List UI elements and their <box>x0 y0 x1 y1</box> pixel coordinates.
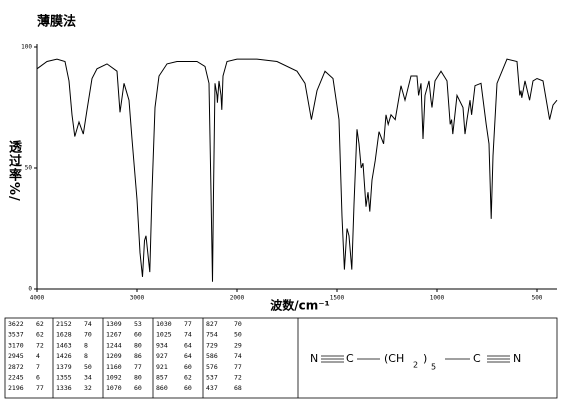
table-wavenumber: 3622 <box>8 320 24 328</box>
x-axis-label: 波数/cm⁻¹ <box>270 298 330 313</box>
table-transmittance: 86 <box>134 352 142 360</box>
table-wavenumber: 2945 <box>8 352 24 360</box>
table-wavenumber: 537 <box>206 374 218 382</box>
table-wavenumber: 1209 <box>106 352 122 360</box>
table-transmittance: 64 <box>184 352 192 360</box>
structure-part: C <box>346 352 354 365</box>
table-wavenumber: 1160 <box>106 363 122 371</box>
table-wavenumber: 1426 <box>56 352 72 360</box>
table-transmittance: 8 <box>84 341 88 349</box>
structure-part: 5 <box>431 363 436 372</box>
table-transmittance: 80 <box>134 341 142 349</box>
table-wavenumber: 1463 <box>56 341 72 349</box>
table-wavenumber: 3537 <box>8 331 24 339</box>
table-wavenumber: 1628 <box>56 331 72 339</box>
table-wavenumber: 2152 <box>56 320 72 328</box>
bonds <box>321 355 510 363</box>
table-transmittance: 29 <box>234 341 242 349</box>
y-tick-label: 100 <box>21 44 32 51</box>
table-wavenumber: 1092 <box>106 374 122 382</box>
table-transmittance: 6 <box>36 374 40 382</box>
structure-part: (CH <box>384 352 404 365</box>
table-transmittance: 62 <box>184 374 192 382</box>
table-wavenumber: 860 <box>156 384 168 392</box>
table-transmittance: 4 <box>36 352 40 360</box>
table-transmittance: 74 <box>234 352 242 360</box>
table-transmittance: 53 <box>134 320 142 328</box>
x-tick-label: 4000 <box>30 295 45 302</box>
table-wavenumber: 857 <box>156 374 168 382</box>
x-tick-label: 2000 <box>230 295 245 302</box>
table-wavenumber: 1355 <box>56 374 72 382</box>
structure-part: ) <box>423 352 427 365</box>
table-wavenumber: 1030 <box>156 320 172 328</box>
table-transmittance: 62 <box>36 331 44 339</box>
table-wavenumber: 437 <box>206 384 218 392</box>
spectrum-line <box>36 58 558 282</box>
structure-part: N <box>310 352 318 365</box>
structure-part: 2 <box>413 361 418 370</box>
table-transmittance: 60 <box>134 384 142 392</box>
table-wavenumber: 1309 <box>106 320 122 328</box>
structure-part: C <box>473 352 481 365</box>
table-wavenumber: 1379 <box>56 363 72 371</box>
table-transmittance: 74 <box>84 320 92 328</box>
table-wavenumber: 3170 <box>8 341 24 349</box>
chart-title: 薄膜法 <box>37 14 76 30</box>
table-transmittance: 60 <box>184 384 192 392</box>
table-transmittance: 77 <box>234 363 242 371</box>
structure-part: N <box>513 352 521 365</box>
table-wavenumber: 2196 <box>8 384 24 392</box>
table-transmittance: 60 <box>184 363 192 371</box>
x-tick-label: 500 <box>532 295 543 302</box>
x-tick-label: 1000 <box>430 295 445 302</box>
table-transmittance: 50 <box>234 331 242 339</box>
table-transmittance: 32 <box>84 384 92 392</box>
table-transmittance: 68 <box>234 384 242 392</box>
y-tick-label: 0 <box>28 286 32 293</box>
table-wavenumber: 1244 <box>106 341 122 349</box>
table-wavenumber: 2872 <box>8 363 24 371</box>
x-tick-label: 1500 <box>330 295 345 302</box>
table-wavenumber: 934 <box>156 341 168 349</box>
table-wavenumber: 729 <box>206 341 218 349</box>
table-wavenumber: 827 <box>206 320 218 328</box>
table-wavenumber: 1025 <box>156 331 172 339</box>
table-transmittance: 50 <box>84 363 92 371</box>
table-transmittance: 62 <box>36 320 44 328</box>
table-dividers <box>52 318 299 398</box>
y-axis-label: 透过率%/ <box>6 140 21 202</box>
table-transmittance: 64 <box>184 341 192 349</box>
table-transmittance: 7 <box>36 363 40 371</box>
table-transmittance: 60 <box>134 331 142 339</box>
table-transmittance: 70 <box>84 331 92 339</box>
table-transmittance: 77 <box>134 363 142 371</box>
table-wavenumber: 927 <box>156 352 168 360</box>
table-wavenumber: 1336 <box>56 384 72 392</box>
table-wavenumber: 1267 <box>106 331 122 339</box>
table-wavenumber: 1070 <box>106 384 122 392</box>
table-wavenumber: 754 <box>206 331 218 339</box>
table-transmittance: 77 <box>36 384 44 392</box>
y-tick-label: 50 <box>25 165 33 172</box>
table-transmittance: 80 <box>134 374 142 382</box>
table-transmittance: 8 <box>84 352 88 360</box>
table-transmittance: 72 <box>36 341 44 349</box>
table-wavenumber: 576 <box>206 363 218 371</box>
table-wavenumber: 921 <box>156 363 168 371</box>
table-transmittance: 34 <box>84 374 92 382</box>
table-transmittance: 74 <box>184 331 192 339</box>
table-frame <box>4 317 558 399</box>
table-transmittance: 77 <box>184 320 192 328</box>
table-wavenumber: 586 <box>206 352 218 360</box>
x-tick-label: 3000 <box>130 295 145 302</box>
table-transmittance: 70 <box>234 320 242 328</box>
table-transmittance: 72 <box>234 374 242 382</box>
table-wavenumber: 2245 <box>8 374 24 382</box>
